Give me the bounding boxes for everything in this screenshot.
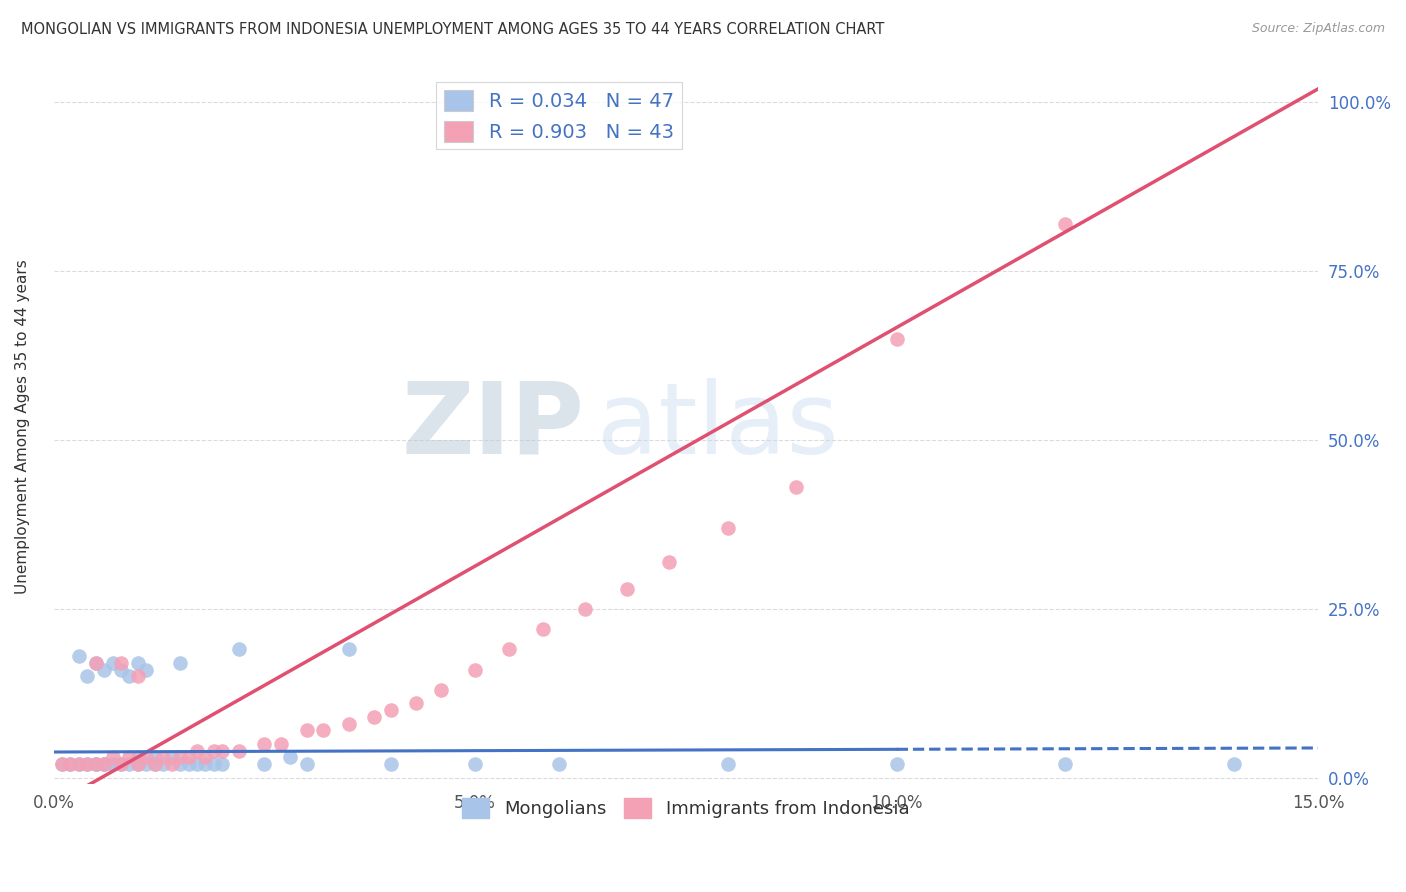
Point [194,757,217,772]
Point [186,744,208,758]
Point [76,757,98,772]
Point [118,757,141,772]
Point [380,703,402,717]
Point [186,757,208,772]
Point [127,750,149,764]
Point [531,622,554,636]
Point [59,757,82,772]
Point [202,757,225,772]
Point [1054,757,1077,772]
Point [785,480,807,494]
Point [76,669,98,683]
Point [101,757,124,772]
Point [135,663,157,677]
Text: atlas: atlas [598,378,839,475]
Point [110,656,132,670]
Point [118,669,141,683]
Point [1054,217,1077,231]
Point [118,750,141,764]
Point [405,697,427,711]
Point [430,682,453,697]
Point [295,757,318,772]
Point [194,750,217,764]
Y-axis label: Unemployment Among Ages 35 to 44 years: Unemployment Among Ages 35 to 44 years [15,259,30,594]
Point [177,757,200,772]
Point [110,757,132,772]
Point [295,723,318,738]
Point [84,656,107,670]
Point [337,642,360,657]
Point [228,642,250,657]
Point [143,757,166,772]
Legend: Mongolians, Immigrants from Indonesia: Mongolians, Immigrants from Indonesia [456,791,917,825]
Point [93,757,115,772]
Point [211,757,233,772]
Point [76,757,98,772]
Point [110,757,132,772]
Point [548,757,571,772]
Point [84,656,107,670]
Point [380,757,402,772]
Point [135,750,157,764]
Point [143,750,166,764]
Point [160,750,183,764]
Point [337,716,360,731]
Point [160,757,183,772]
Point [270,737,292,751]
Point [1223,757,1246,772]
Point [59,757,82,772]
Point [101,656,124,670]
Point [51,757,73,772]
Point [93,663,115,677]
Point [110,663,132,677]
Point [152,750,174,764]
Point [101,750,124,764]
Point [211,744,233,758]
Point [67,757,90,772]
Point [574,602,596,616]
Point [498,642,520,657]
Point [67,757,90,772]
Point [169,656,191,670]
Point [135,757,157,772]
Point [886,332,908,346]
Point [169,750,191,764]
Point [51,757,73,772]
Point [464,663,486,677]
Point [67,649,90,664]
Point [228,744,250,758]
Text: ZIP: ZIP [402,378,585,475]
Point [717,757,740,772]
Point [127,757,149,772]
Point [101,757,124,772]
Point [202,744,225,758]
Point [278,750,301,764]
Point [717,521,740,535]
Point [177,750,200,764]
Point [464,757,486,772]
Point [143,757,166,772]
Point [886,757,908,772]
Point [93,757,115,772]
Point [84,757,107,772]
Point [84,757,107,772]
Point [152,757,174,772]
Point [658,555,681,569]
Point [312,723,335,738]
Point [127,656,149,670]
Point [363,710,385,724]
Point [127,669,149,683]
Point [253,737,276,751]
Text: MONGOLIAN VS IMMIGRANTS FROM INDONESIA UNEMPLOYMENT AMONG AGES 35 TO 44 YEARS CO: MONGOLIAN VS IMMIGRANTS FROM INDONESIA U… [21,22,884,37]
Point [84,757,107,772]
Point [616,582,638,596]
Text: Source: ZipAtlas.com: Source: ZipAtlas.com [1251,22,1385,36]
Point [127,757,149,772]
Point [253,757,276,772]
Point [93,757,115,772]
Point [169,757,191,772]
